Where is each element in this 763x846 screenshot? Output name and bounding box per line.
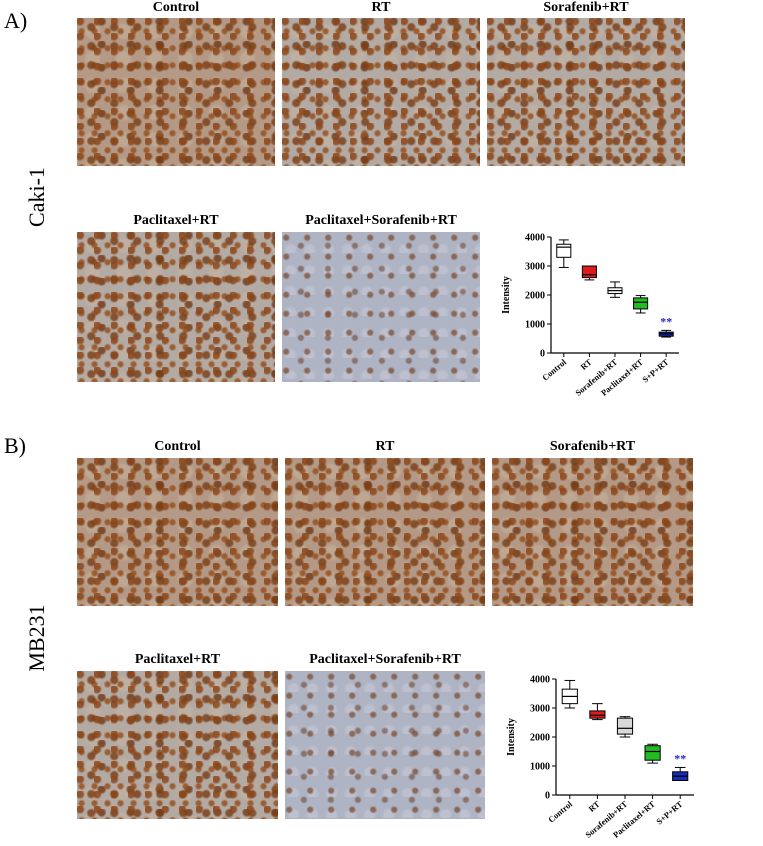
box-0 xyxy=(556,239,572,268)
y-axis-label: Intensity xyxy=(506,718,517,756)
panel-b-image-paclitaxel-sorafenib-rt xyxy=(285,671,485,819)
panel-a-image-paclitaxel-sorafenib-rt xyxy=(282,232,480,382)
panel-b-cell-line: MB231 xyxy=(24,604,49,672)
y-tick-label-3: 3000 xyxy=(530,704,550,715)
box-3 xyxy=(644,743,661,764)
box-2 xyxy=(616,716,634,738)
panel-a-label-control: Control xyxy=(152,0,200,15)
x-tick-label-4: S+P+RT xyxy=(640,357,671,385)
panel-b-label-paclitaxel-rt: Paclitaxel+RT xyxy=(134,652,221,667)
panel-a-label-sorafenib-rt: Sorafenib+RT xyxy=(543,0,629,15)
panel-a-label-paclitaxel-rt: Paclitaxel+RT xyxy=(133,213,219,228)
box-rect-2 xyxy=(616,717,634,735)
y-tick-label-2: 2000 xyxy=(530,733,550,744)
box-0 xyxy=(561,679,578,709)
panel-b-image-rt xyxy=(285,458,485,606)
box-rect-3 xyxy=(633,297,649,310)
y-tick-label-0: 0 xyxy=(540,349,545,360)
panel-b-chart: 0 1000 2000 3000 4000 Intensity Control RT Soraf… xyxy=(500,667,700,846)
y-tick-label-4: 4000 xyxy=(525,233,545,244)
y-tick-label-3: 3000 xyxy=(525,262,545,273)
box-rect-0 xyxy=(556,243,572,258)
y-axis-label: Intensity xyxy=(501,276,512,314)
x-tick-label-1: RT xyxy=(578,357,593,372)
panel-b-letter: B) xyxy=(4,433,26,458)
box-1 xyxy=(589,703,606,721)
panel-a-image-rt xyxy=(282,18,480,166)
panel-a-label-paclitaxel-sorafenib-rt: Paclitaxel+Sorafenib+RT xyxy=(305,213,457,228)
y-tick-label-4: 4000 xyxy=(530,675,550,686)
panel-b-image-paclitaxel-rt xyxy=(77,671,278,819)
significance-marker: ** xyxy=(660,314,672,328)
panel-b-label-paclitaxel-sorafenib-rt: Paclitaxel+Sorafenib+RT xyxy=(309,652,461,667)
box-rect-1 xyxy=(589,710,606,719)
y-tick-label-1: 1000 xyxy=(530,762,550,773)
panel-b-image-sorafenib-rt xyxy=(492,458,693,606)
box-rect-1 xyxy=(581,265,597,279)
panel-b-label-control: Control xyxy=(154,439,201,454)
panel-b-image-control xyxy=(77,458,278,606)
panel-a-letter: A) xyxy=(4,8,28,33)
panel-a-cell-line: Caki-1 xyxy=(24,167,49,227)
box-4 xyxy=(658,329,674,338)
box-1 xyxy=(581,265,597,281)
box-rect-3 xyxy=(644,745,661,761)
panel-a-image-control xyxy=(77,18,275,166)
panel-b-label-sorafenib-rt: Sorafenib+RT xyxy=(549,439,636,454)
y-tick-label-0: 0 xyxy=(545,791,550,802)
x-tick-label-4: S+P+RT xyxy=(654,799,685,827)
x-tick-label-0: Control xyxy=(546,798,575,824)
panel-a-image-paclitaxel-rt xyxy=(77,232,275,382)
panel-b-label-rt: RT xyxy=(375,439,395,454)
y-tick-label-2: 2000 xyxy=(525,291,545,302)
y-tick-label-1: 1000 xyxy=(525,320,545,331)
box-3 xyxy=(633,295,649,314)
panel-a-label-rt: RT xyxy=(371,0,391,15)
x-tick-label-0: Control xyxy=(540,356,569,382)
panel-a-image-sorafenib-rt xyxy=(487,18,685,166)
significance-marker: ** xyxy=(674,751,686,765)
panel-a-chart: 0 1000 2000 3000 4000 Intensity Control RT Soraf… xyxy=(495,225,685,410)
x-tick-label-1: RT xyxy=(586,799,601,814)
box-2 xyxy=(607,281,623,298)
box-4 xyxy=(672,766,689,782)
